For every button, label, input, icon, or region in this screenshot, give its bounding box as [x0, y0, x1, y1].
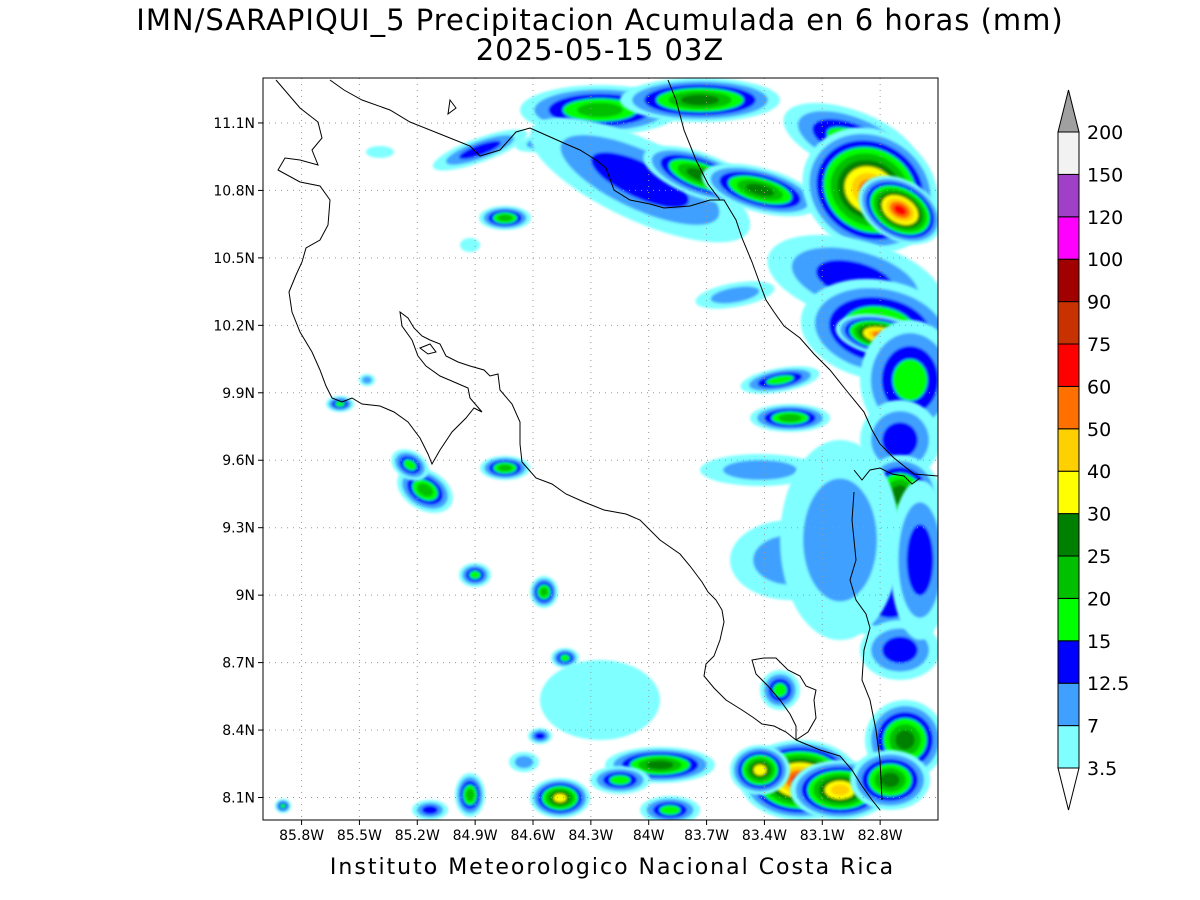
lat-lon-grid: [263, 78, 938, 820]
colorbar-label: 40: [1087, 461, 1111, 483]
precip-cell: [455, 773, 485, 817]
lat-tick-label: 8.4N: [222, 723, 255, 739]
colorbar-swatch: [1057, 131, 1080, 175]
colorbar-label: 20: [1087, 588, 1111, 610]
precip-cell: [760, 670, 800, 710]
colorbar-label: 75: [1087, 334, 1111, 356]
precip-cell: [480, 456, 530, 480]
map-datetime: 2025-05-15 03Z: [475, 33, 725, 67]
precip-cell: [700, 454, 820, 486]
precip-cell: [509, 752, 539, 772]
colorbar-label: 120: [1087, 207, 1123, 229]
lon-tick-label: 85.2W: [395, 828, 440, 844]
lon-tick-label: 83.1W: [800, 828, 845, 844]
colorbar-low-triangle: [1057, 767, 1080, 811]
colorbar-swatch: [1057, 301, 1080, 345]
colorbar-label: 50: [1087, 419, 1111, 441]
colorbar-label: 150: [1087, 164, 1123, 186]
colorbar-swatch: [1057, 470, 1080, 515]
longitude-labels: 85.8W 85.5W 85.2W 84.9W 84.6W 84.3W 84W 83.7W 83…: [279, 820, 903, 844]
lat-tick-label: 11.1N: [213, 116, 255, 132]
colorbar-swatch: [1057, 343, 1080, 387]
lat-tick-label: 9.3N: [222, 521, 255, 537]
lon-tick-label: 85.8W: [279, 828, 324, 844]
colorbar-swatch: [1057, 555, 1080, 599]
precip-cell: [530, 778, 590, 818]
colorbar-swatch: [1057, 640, 1080, 684]
coastline: [275, 79, 938, 811]
colorbar-swatch: [1057, 428, 1080, 472]
colorbar-high-triangle: [1057, 89, 1080, 133]
lon-tick-label: 84.3W: [568, 828, 613, 844]
colorbar-label: 30: [1087, 504, 1111, 526]
colorbar-label: 100: [1087, 249, 1123, 271]
colorbar-label: 12.5: [1087, 673, 1129, 695]
lat-tick-label: 10.2N: [213, 318, 255, 334]
lat-tick-label: 9N: [236, 588, 255, 604]
precip-cell: [412, 800, 448, 820]
precip-cell: [551, 648, 579, 668]
colorbar-swatch: [1057, 597, 1080, 642]
precip-cell: [750, 404, 830, 432]
lat-tick-label: 9.9N: [222, 386, 255, 402]
precip-cell: [701, 163, 819, 217]
precip-cell: [479, 206, 531, 230]
colorbar-swatch: [1057, 385, 1080, 430]
lon-tick-label: 84.6W: [510, 828, 555, 844]
colorbar-label: 3.5: [1087, 758, 1117, 780]
colorbar-swatch: [1057, 682, 1080, 727]
colorbar-legend: 3.5 7 12.5 15 20 25 30 40 50 60 75 90 100 120 150 200: [1057, 89, 1129, 811]
colorbar-label: 7: [1087, 716, 1099, 738]
precipitation-field: [275, 78, 938, 820]
colorbar-label: 25: [1087, 546, 1111, 568]
colorbar-swatch: [1057, 513, 1080, 557]
precip-cell: [540, 660, 660, 740]
precip-cell: [528, 728, 552, 744]
precip-cell: [590, 766, 650, 794]
lon-tick-label: 83.4W: [742, 828, 787, 844]
colorbar-swatch: [1057, 725, 1080, 769]
plot-frame: [262, 77, 939, 821]
colorbar-label: 60: [1087, 376, 1111, 398]
precip-cell: [366, 146, 394, 158]
colorbar-label: 15: [1087, 631, 1111, 653]
precip-cell: [459, 563, 491, 587]
lat-tick-label: 9.6N: [222, 453, 255, 469]
precip-cell: [359, 374, 375, 386]
colorbar-swatch: [1057, 173, 1080, 218]
precip-cell: [529, 117, 751, 243]
precip-cell: [460, 238, 480, 252]
lon-tick-label: 84W: [633, 828, 665, 844]
precip-cell: [620, 78, 780, 122]
lon-tick-label: 83.7W: [684, 828, 729, 844]
lat-tick-label: 10.8N: [213, 183, 255, 199]
map-title: IMN/SARAPIQUI_5 Precipitacion Acumulada …: [136, 3, 1064, 37]
lon-tick-label: 85.5W: [337, 828, 382, 844]
lat-tick-label: 8.1N: [222, 791, 255, 807]
lat-tick-label: 10.5N: [213, 251, 255, 267]
precip-cell: [695, 281, 775, 309]
latitude-labels: 11.1N 10.8N 10.5N 10.2N 9.9N 9.6N 9.3N 9N 8.7N 8.…: [213, 116, 263, 807]
precip-cell: [850, 750, 930, 810]
colorbar-label: 90: [1087, 292, 1111, 314]
precip-cell: [391, 449, 429, 481]
precip-cell: [432, 129, 528, 171]
colorbar-swatch: [1057, 258, 1080, 303]
precip-cell: [890, 480, 938, 640]
precip-cell: [730, 745, 790, 795]
footer-credit: Instituto Meteorologico Nacional Costa R…: [329, 855, 896, 880]
precip-cell: [740, 366, 820, 394]
precip-cell: [530, 576, 558, 608]
precip-cell: [640, 796, 700, 820]
colorbar-label: 200: [1087, 122, 1123, 144]
colorbar-swatch: [1057, 216, 1080, 260]
precip-cell: [275, 799, 291, 813]
lon-tick-label: 82.8W: [858, 828, 903, 844]
lon-tick-label: 84.9W: [453, 828, 498, 844]
precip-cell: [858, 175, 938, 245]
lat-tick-label: 8.7N: [222, 656, 255, 672]
precip-cell: [780, 440, 900, 640]
